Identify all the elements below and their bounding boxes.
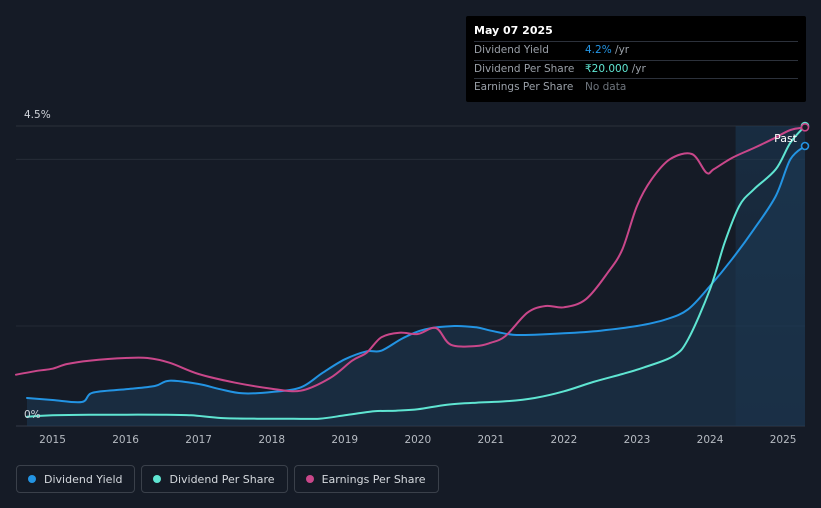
- x-tick-label: 2016: [112, 434, 139, 446]
- x-tick-label: 2022: [551, 434, 578, 446]
- dividend-yield-area: [27, 146, 805, 426]
- y-axis-top-label: 4.5%: [24, 109, 51, 121]
- legend: Dividend Yield Dividend Per Share Earnin…: [16, 465, 439, 493]
- tooltip-value: 4.2%: [585, 44, 612, 56]
- legend-label: Dividend Yield: [44, 472, 123, 486]
- earnings-per-share-end-marker: [800, 123, 810, 132]
- x-tick-label: 2017: [185, 434, 212, 446]
- x-tick-label: 2021: [477, 434, 504, 446]
- tooltip-label: Dividend Per Share: [474, 62, 575, 75]
- dividend-per-share-line: [26, 125, 806, 420]
- tooltip-row-dividend-per-share: Dividend Per Share ₹20.000 /yr: [474, 59, 798, 79]
- legend-item-dividend-yield[interactable]: Dividend Yield: [16, 465, 136, 493]
- legend-dot-icon: [305, 475, 314, 483]
- y-axis-bottom-label: 0%: [24, 409, 41, 421]
- tooltip-row-earnings-per-share: Earnings Per Share No data: [474, 78, 798, 97]
- dividend-yield-end-marker: [800, 141, 810, 151]
- tooltip-value: No data: [585, 81, 627, 93]
- legend-item-earnings-per-share[interactable]: Earnings Per Share: [293, 465, 439, 493]
- legend-label: Dividend Per Share: [169, 472, 275, 486]
- past-label: Past: [774, 132, 798, 145]
- tooltip-row-dividend-yield: Dividend Yield 4.2% /yr: [474, 41, 798, 60]
- x-tick-label: 2015: [39, 434, 66, 446]
- x-tick-label: 2025: [770, 434, 797, 446]
- tooltip-label: Dividend Yield: [474, 44, 549, 56]
- tooltip: May 07 2025 Dividend Yield 4.2% /yr Divi…: [466, 16, 806, 102]
- legend-item-dividend-per-share[interactable]: Dividend Per Share: [141, 465, 288, 493]
- tooltip-label: Earnings Per Share: [474, 81, 574, 93]
- legend-dot-icon: [28, 475, 36, 483]
- tooltip-value: ₹20.000: [585, 62, 629, 75]
- x-tick-label: 2018: [258, 434, 285, 446]
- x-tick-label: 2019: [331, 434, 358, 446]
- earnings-per-share-line: [15, 126, 806, 393]
- legend-label: Earnings Per Share: [321, 472, 426, 486]
- tooltip-date: May 07 2025: [474, 24, 553, 37]
- tooltip-unit: /yr: [611, 44, 630, 56]
- legend-dot-icon: [153, 475, 162, 483]
- x-tick-label: 2024: [697, 434, 724, 446]
- x-tick-label: 2023: [624, 434, 651, 446]
- tooltip-unit: /yr: [628, 62, 646, 75]
- x-tick-label: 2020: [404, 434, 431, 446]
